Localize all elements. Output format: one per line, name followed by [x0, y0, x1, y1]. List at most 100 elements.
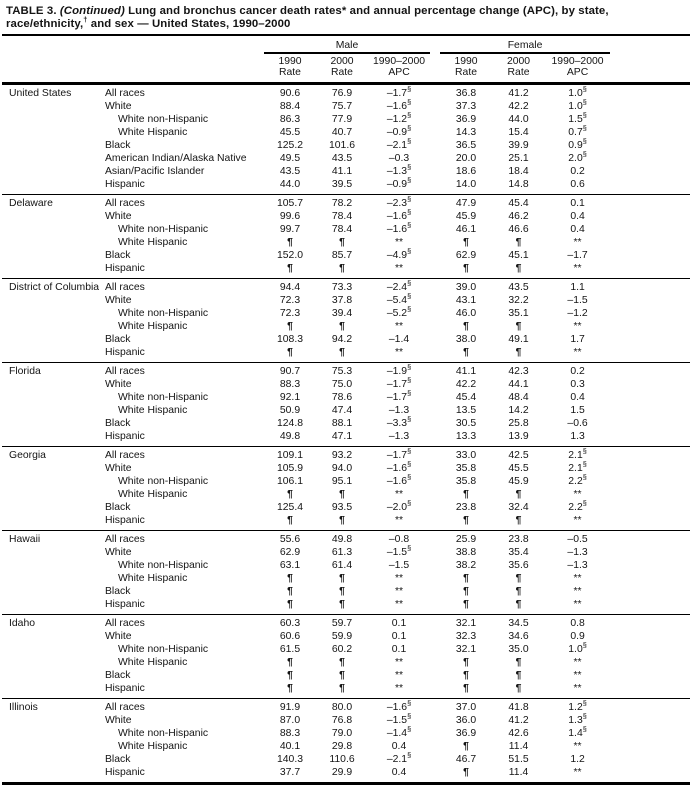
value-cell: –1.7§ — [386, 388, 412, 403]
column-gap — [430, 277, 441, 294]
value-cell: 125.4 — [276, 501, 303, 513]
state-label — [2, 766, 100, 784]
value-cell: ** — [394, 262, 404, 274]
column-gap — [430, 682, 440, 699]
value-cell: 108.3 — [276, 333, 303, 345]
value-cell: 13.5 — [455, 404, 477, 416]
value-cell: 78.6 — [331, 391, 353, 403]
state-label — [2, 223, 100, 236]
race-label: White — [105, 546, 132, 558]
state-label — [2, 488, 100, 501]
value-cell: –1.4 — [388, 333, 410, 345]
race-label: All races — [100, 613, 264, 630]
value-cell: 78.4 — [331, 223, 353, 235]
value-cell: 20.0 — [455, 152, 477, 164]
table-row: Black ¶ ¶ ** ¶ ¶ ** — [2, 585, 690, 598]
value-cell: –1.5 — [567, 294, 588, 306]
race-label: White — [105, 294, 132, 306]
column-gap — [430, 391, 440, 404]
significance-marker: § — [582, 136, 587, 146]
value-cell: 42.2 — [455, 378, 477, 390]
value-cell: ** — [573, 346, 582, 358]
row-end-spacer — [610, 462, 690, 475]
value-cell: 75.3 — [316, 361, 368, 378]
value-cell: 43.1 — [455, 294, 477, 306]
value-cell: ** — [394, 656, 404, 668]
value-cell: 46.0 — [455, 307, 477, 319]
table-row: Idaho All races 60.3 59.7 0.1 32.1 34.5 0.8 — [2, 613, 691, 630]
race-label: Hispanic — [105, 178, 145, 190]
header-end-spacer — [610, 52, 691, 85]
value-cell: 45.4 — [492, 193, 546, 210]
significance-marker: § — [407, 123, 412, 133]
state-label — [2, 165, 100, 178]
value-cell: –3.3§ — [386, 414, 412, 429]
race-label: Black — [105, 333, 131, 345]
value-cell: ** — [573, 488, 582, 500]
state-label — [2, 740, 100, 753]
value-cell: 0.4 — [391, 766, 407, 778]
value-cell: –0.8 — [368, 529, 431, 546]
value-cell: 15.4 — [508, 126, 529, 138]
value-cell: 80.0 — [316, 697, 368, 714]
row-end-spacer — [610, 262, 690, 279]
value-cell: 18.6 — [455, 165, 477, 177]
race-label: White — [105, 210, 132, 222]
race-label: Hispanic — [105, 514, 145, 526]
column-gap — [430, 404, 440, 417]
table-row: White non-Hispanic 63.1 61.4 –1.5 38.2 35.6 –1… — [2, 559, 690, 572]
row-end-spacer — [610, 391, 690, 404]
value-cell: ¶ — [339, 598, 345, 610]
value-cell: 40.7 — [331, 126, 353, 138]
group-header-row: Male Female — [2, 35, 690, 54]
table-body: United States All races 90.6 76.9 –1.7§ 36.8 4… — [2, 82, 691, 784]
value-cell: 0.8 — [545, 613, 611, 630]
race-label: Black — [105, 753, 131, 765]
state-label — [2, 346, 100, 363]
table-row: Black 140.3 110.6 –2.1§ 46.7 51.5 1.2 — [2, 750, 690, 766]
value-cell: 110.6 — [329, 753, 355, 765]
value-cell: 55.6 — [264, 529, 316, 546]
state-label — [2, 320, 100, 333]
race-label: Black — [105, 669, 131, 681]
table-row: White non-Hispanic 92.1 78.6 –1.7§ 45.4 48.4 0… — [2, 388, 690, 404]
value-cell: –1.6§ — [386, 207, 412, 222]
state-label — [2, 598, 100, 615]
value-cell: 34.5 — [492, 613, 546, 630]
value-cell: 39.4 — [331, 307, 353, 319]
value-cell: –1.3 — [567, 546, 588, 558]
table-row: Hispanic ¶ ¶ ** ¶ ¶ ** — [2, 346, 690, 363]
value-cell: 49.1 — [508, 333, 529, 345]
race-label: White Hispanic — [118, 572, 188, 584]
table-row: White 99.6 78.4 –1.6§ 45.9 46.2 0.4 — [2, 207, 690, 223]
significance-marker: § — [582, 640, 587, 650]
value-cell: –2.1§ — [386, 750, 412, 765]
value-cell: 105.7 — [264, 193, 316, 210]
value-cell: 23.8 — [492, 529, 546, 546]
column-gap — [430, 430, 440, 447]
race-label: Black — [105, 417, 131, 429]
value-cell: ¶ — [339, 585, 345, 597]
value-cell: –1.2§ — [386, 110, 412, 125]
value-cell: 41.1 — [331, 165, 353, 177]
value-cell: 35.4 — [508, 546, 529, 558]
race-label: White Hispanic — [118, 236, 188, 248]
value-cell: 1.2 — [570, 753, 585, 765]
value-cell: –1.3 — [388, 430, 410, 442]
value-cell: 36.0 — [455, 714, 477, 726]
value-cell: 72.3 — [279, 307, 301, 319]
significance-marker: § — [407, 84, 412, 94]
race-label: White non-Hispanic — [118, 391, 209, 403]
row-end-spacer — [610, 753, 690, 766]
value-cell: 1.0§ — [545, 82, 611, 100]
value-cell: ¶ — [463, 669, 469, 681]
state-label — [2, 178, 100, 195]
table-row: Florida All races 90.7 75.3 –1.9§ 41.1 42.3 0.2 — [2, 361, 691, 378]
value-cell: 41.2 — [508, 714, 529, 726]
state-label: United States — [2, 82, 100, 100]
significance-marker: § — [407, 472, 412, 482]
value-cell: 0.9 — [570, 630, 585, 642]
significance-marker: § — [407, 543, 412, 553]
value-cell: ¶ — [287, 572, 293, 584]
